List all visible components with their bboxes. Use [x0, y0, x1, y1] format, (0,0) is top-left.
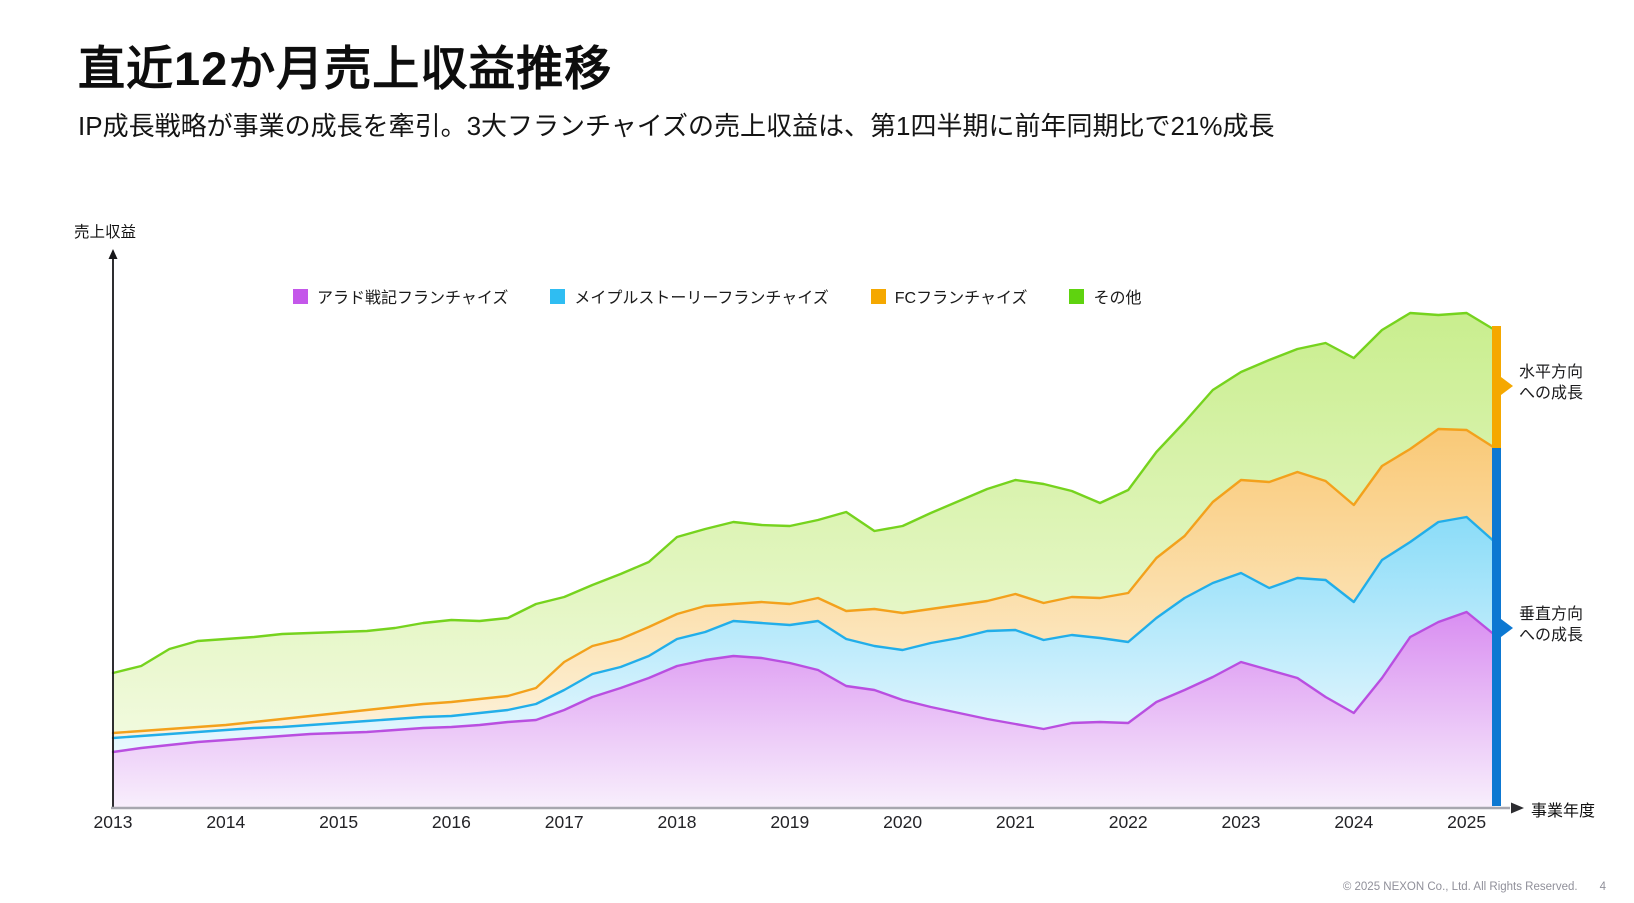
- x-tick-label: 2013: [94, 812, 133, 832]
- legend-label: メイプルストーリーフランチャイズ: [574, 290, 829, 307]
- annotation-horizontal-line1: 水平方向: [1519, 364, 1584, 381]
- area-line-3: [111, 311, 1496, 675]
- area-line-0: [111, 610, 1496, 754]
- legend-item: FCフランチャイズ: [870, 284, 1028, 308]
- x-tick-label: 2025: [1447, 812, 1486, 832]
- legend-item: その他: [1069, 284, 1142, 308]
- x-tick-label: 2022: [1109, 812, 1148, 832]
- x-tick-label: 2020: [883, 812, 922, 832]
- vertical-growth-bar: [1492, 448, 1501, 806]
- page-number: 4: [1599, 881, 1606, 893]
- x-axis-label: 事業年度: [1531, 803, 1596, 820]
- x-axis-arrow-icon: [1511, 802, 1524, 814]
- area-line-2: [111, 427, 1496, 735]
- x-tick-label: 2014: [206, 812, 245, 832]
- slide-footer: © 2025 NEXON Co., Ltd. All Rights Reserv…: [1343, 881, 1606, 893]
- x-tick-label: 2015: [319, 812, 358, 832]
- area-line-1: [111, 515, 1496, 740]
- annotation-horizontal-growth: 水平方向 への成長: [1519, 362, 1583, 404]
- x-tick-label: 2018: [658, 812, 697, 832]
- chart-legend: アラド戦記フランチャイズ メイプルストーリーフランチャイズ FCフランチャイズ その他: [293, 284, 1142, 308]
- legend-label: アラド戦記フランチャイズ: [317, 290, 509, 307]
- legend-label: その他: [1093, 290, 1142, 307]
- copyright-text: © 2025 NEXON Co., Ltd. All Rights Reserv…: [1342, 881, 1578, 893]
- annotation-vertical-growth: 垂直方向 への成長: [1519, 604, 1583, 646]
- y-axis-arrow-icon: [108, 249, 118, 259]
- legend-swatch-icon: [293, 288, 308, 304]
- legend-label: FCフランチャイズ: [894, 290, 1028, 307]
- x-tick-label: 2016: [432, 812, 471, 832]
- x-tick-label: 2023: [1222, 812, 1261, 832]
- page-subtitle: IP成長戦略が事業の成長を牽引。3大フランチャイズの売上収益は、第1四半期に前年…: [78, 111, 1275, 141]
- x-tick-label: 2021: [996, 812, 1035, 832]
- vertical-growth-arrow-icon: [1501, 619, 1513, 637]
- annotation-vertical-line1: 垂直方向: [1519, 606, 1584, 623]
- horizontal-growth-arrow-icon: [1501, 377, 1513, 395]
- legend-swatch-icon: [1069, 288, 1085, 304]
- legend-item: アラド戦記フランチャイズ: [293, 284, 508, 308]
- legend-swatch-icon: [550, 288, 566, 304]
- legend-item: メイプルストーリーフランチャイズ: [550, 284, 829, 308]
- annotation-horizontal-line2: への成長: [1519, 385, 1584, 402]
- page-title: 直近12か月売上収益推移: [78, 42, 613, 95]
- horizontal-growth-bar: [1492, 326, 1501, 448]
- annotation-vertical-line2: への成長: [1519, 627, 1584, 644]
- area-band-0: [113, 612, 1495, 808]
- area-band-1: [113, 517, 1495, 752]
- legend-swatch-icon: [870, 288, 886, 304]
- x-tick-label: 2024: [1334, 812, 1373, 832]
- x-tick-label: 2019: [770, 812, 809, 832]
- x-tick-label: 2017: [545, 812, 584, 832]
- y-axis-label: 売上収益: [74, 224, 137, 241]
